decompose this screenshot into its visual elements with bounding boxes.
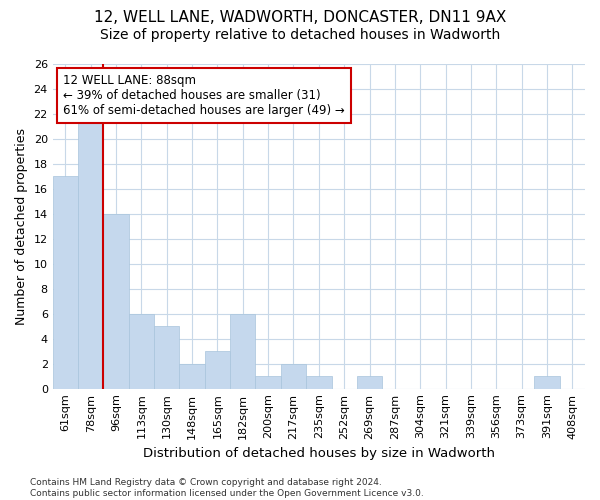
- Text: 12, WELL LANE, WADWORTH, DONCASTER, DN11 9AX: 12, WELL LANE, WADWORTH, DONCASTER, DN11…: [94, 10, 506, 25]
- Text: 12 WELL LANE: 88sqm
← 39% of detached houses are smaller (31)
61% of semi-detach: 12 WELL LANE: 88sqm ← 39% of detached ho…: [64, 74, 345, 116]
- Bar: [230, 314, 256, 388]
- Bar: [281, 364, 306, 388]
- Bar: [78, 114, 103, 388]
- Bar: [179, 364, 205, 388]
- Bar: [103, 214, 129, 388]
- Bar: [306, 376, 332, 388]
- Bar: [535, 376, 560, 388]
- Text: Contains HM Land Registry data © Crown copyright and database right 2024.
Contai: Contains HM Land Registry data © Crown c…: [30, 478, 424, 498]
- Bar: [205, 351, 230, 389]
- Bar: [154, 326, 179, 388]
- Bar: [357, 376, 382, 388]
- Text: Size of property relative to detached houses in Wadworth: Size of property relative to detached ho…: [100, 28, 500, 42]
- Bar: [53, 176, 78, 388]
- Bar: [256, 376, 281, 388]
- Y-axis label: Number of detached properties: Number of detached properties: [15, 128, 28, 325]
- Bar: [129, 314, 154, 388]
- X-axis label: Distribution of detached houses by size in Wadworth: Distribution of detached houses by size …: [143, 447, 495, 460]
